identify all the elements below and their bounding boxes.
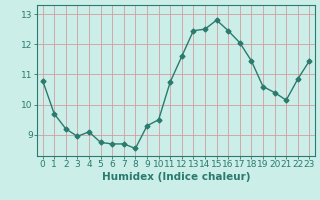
- X-axis label: Humidex (Indice chaleur): Humidex (Indice chaleur): [102, 172, 250, 182]
